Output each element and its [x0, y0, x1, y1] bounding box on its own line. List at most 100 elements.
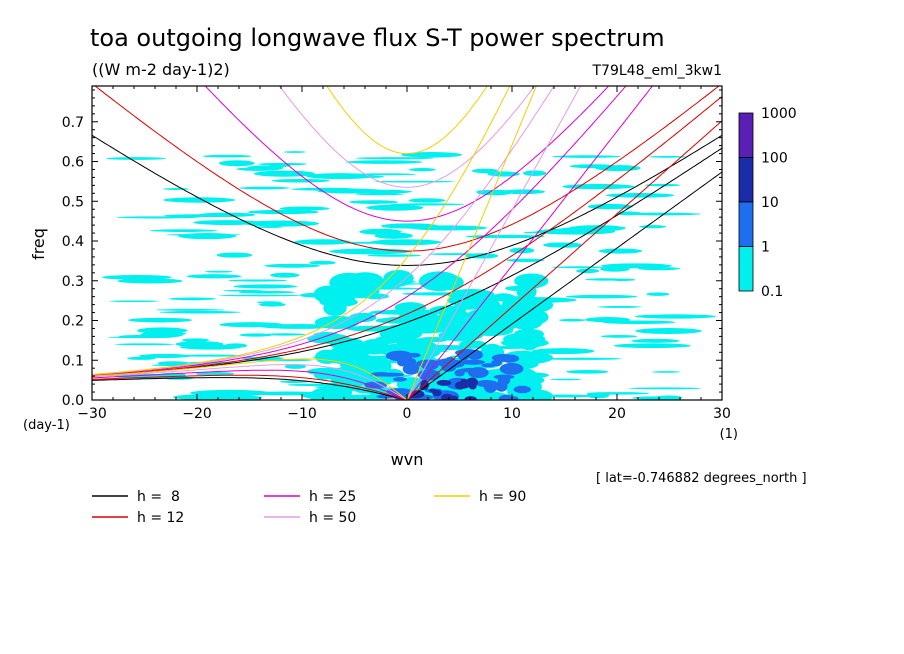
power-fill-patch — [459, 340, 487, 349]
power-fill-patch — [392, 377, 407, 382]
chart-subtitle: ((W m-2 day-1)2) — [92, 60, 230, 79]
ig-curve-h8 — [92, 134, 722, 267]
power-fill-patch — [468, 382, 477, 390]
power-fill-patch — [576, 268, 600, 274]
mrg-curve-h12 — [92, 96, 722, 377]
power-fill-patch — [117, 278, 183, 284]
power-fill-patch — [329, 272, 370, 293]
power-fill-patch — [383, 270, 414, 287]
power-fill-patch — [442, 360, 458, 367]
power-fill-patch — [179, 344, 242, 350]
x-tick-label: 10 — [503, 406, 521, 422]
ig-curve-h90 — [326, 86, 488, 155]
power-fill-patch — [239, 333, 273, 337]
power-fill-patch — [600, 266, 630, 272]
power-fill-patch — [374, 232, 413, 239]
power-fill-patch — [309, 260, 336, 265]
colorbar-label: 0.1 — [761, 284, 783, 300]
power-fill-patch — [441, 393, 454, 400]
power-fill-patch — [514, 273, 549, 289]
power-fill-patch — [270, 272, 300, 278]
chart-title: toa outgoing longwave flux S-T power spe… — [90, 24, 665, 52]
power-fill-patch — [635, 328, 702, 334]
power-fill-patch — [569, 164, 617, 169]
power-fill-patch — [598, 248, 643, 254]
power-fill-patch — [409, 225, 488, 231]
power-fill-patch — [585, 278, 625, 281]
power-fill-patch — [247, 209, 320, 215]
kelvin-curve-h12 — [406, 120, 722, 400]
power-fill-patch — [402, 363, 420, 375]
colorbar-label: 1 — [761, 240, 770, 256]
power-fill-patch — [501, 189, 546, 195]
legend-label-h25: h = 25 — [309, 489, 356, 505]
y-tick-label: 0.0 — [62, 393, 84, 409]
power-fill-patch — [498, 394, 514, 400]
plot-area: −30 −20 −10 0 10 20 30 0.0 0.1 0.2 0.3 0.4 0.5 0.6 0.7 — [62, 85, 731, 422]
power-fill-patch — [493, 374, 515, 380]
y-tick-label: 0.4 — [62, 234, 84, 250]
power-fill-patch — [639, 225, 667, 229]
power-fill-patch — [329, 248, 411, 255]
power-fill-patch — [621, 212, 702, 216]
power-fill-patch — [163, 197, 236, 203]
power-fill-patch — [559, 318, 586, 322]
power-fill-patch — [495, 380, 508, 392]
power-fill-patch — [634, 314, 716, 319]
power-fill-patch — [294, 239, 351, 245]
kelvin-curve-h25 — [406, 86, 654, 400]
kelvin-curve-h90 — [406, 86, 537, 400]
power-fill-patch — [163, 188, 190, 190]
power-fill-patch — [587, 203, 633, 210]
colorbar-box — [738, 246, 754, 292]
power-fill-patch — [228, 279, 288, 282]
power-fill-patch — [385, 350, 413, 362]
power-fill-patch — [186, 274, 242, 279]
power-fill-patch — [328, 347, 354, 364]
power-fill-patch — [205, 270, 233, 273]
power-fill-patch — [436, 379, 452, 386]
power-fill-patch — [438, 274, 464, 291]
rossby-curve-h8 — [92, 377, 408, 400]
power-fill-patch — [377, 372, 405, 377]
power-fill-patch — [244, 220, 320, 227]
power-fill-patch — [353, 173, 417, 176]
power-fill-patch — [218, 294, 302, 297]
power-fill-patch — [355, 157, 435, 160]
power-fill-patch — [264, 333, 306, 336]
power-fill-patch — [107, 336, 173, 339]
power-fill-patch — [348, 200, 399, 204]
power-fill-patch — [271, 178, 331, 183]
power-fill-patch — [531, 348, 595, 355]
power-fill-patch — [455, 349, 480, 357]
rossby-curve-h50 — [92, 363, 408, 400]
y-tick-label: 0.2 — [62, 314, 84, 330]
power-fill-patch — [509, 247, 535, 254]
ig-curve-h50 — [278, 86, 536, 188]
power-fill-patch — [173, 394, 242, 400]
legend-label-h8: h = 8 — [137, 489, 180, 505]
power-fill-patch — [218, 160, 255, 167]
power-fill-patch — [157, 361, 189, 366]
mrg-curve-h25 — [92, 86, 627, 376]
power-fill-patch — [541, 357, 622, 360]
y-axis-label: freq — [29, 228, 48, 260]
power-fill-patch — [394, 302, 427, 313]
power-fill-patch — [374, 335, 402, 344]
power-fill-patch — [482, 315, 517, 333]
power-fill-patch — [472, 168, 499, 174]
power-fill-patch — [236, 167, 280, 171]
power-fill-patch — [646, 292, 670, 296]
power-fill-patch — [432, 389, 442, 397]
power-fill-patch — [364, 356, 392, 375]
power-fill-patch — [159, 310, 241, 314]
power-fill-patch — [258, 162, 307, 166]
power-fill-patch — [114, 343, 175, 346]
x-axis-label: wvn — [391, 450, 424, 469]
power-fill-patch — [602, 320, 676, 325]
latitude-annotation: [ lat=-0.746882 degrees_north ] — [596, 471, 807, 486]
power-fill-patch — [176, 354, 242, 357]
power-fill-patch — [256, 301, 282, 304]
power-fill-patch — [216, 252, 253, 258]
